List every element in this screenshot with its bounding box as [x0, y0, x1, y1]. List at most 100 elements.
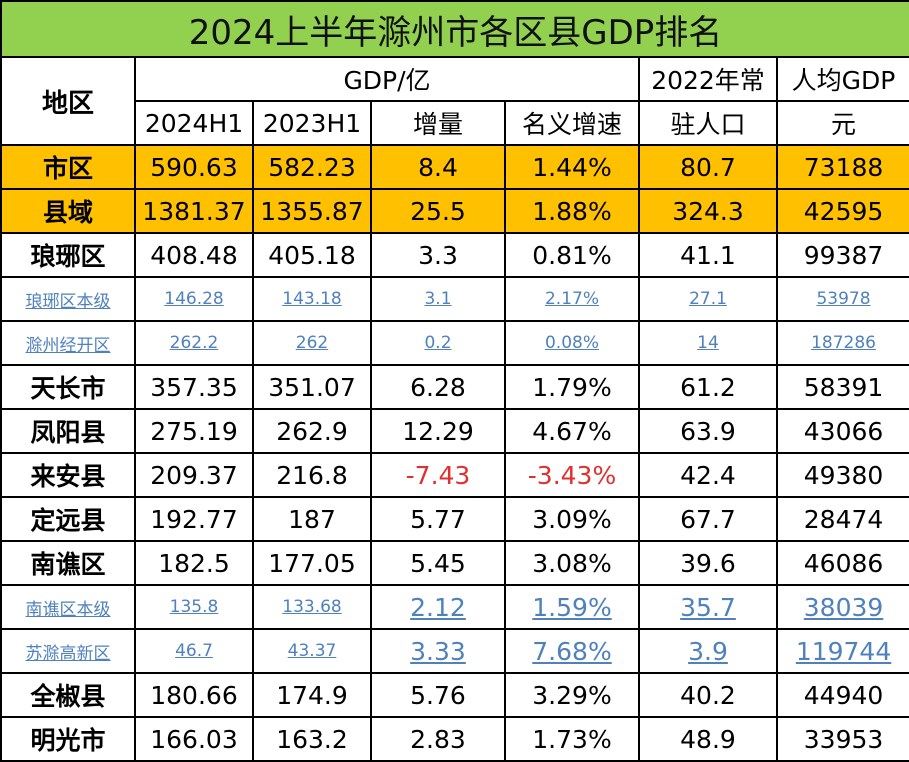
row-per-capita-link[interactable]: 187286 [775, 320, 909, 366]
row-region-link[interactable]: 苏滁高新区 [0, 628, 136, 674]
row-growth-link[interactable]: 0.08% [504, 320, 640, 366]
row-growth-link[interactable]: 7.68% [504, 628, 640, 674]
row-2023h1: 351.07 [252, 364, 372, 410]
row-region-link[interactable]: 滁州经开区 [0, 320, 136, 366]
row-2024h1-link[interactable]: 46.7 [134, 628, 254, 674]
row-2024h1: 192.77 [134, 496, 254, 542]
row-2023h1-link[interactable]: 262 [252, 320, 372, 366]
row-growth: 1.44% [504, 144, 640, 190]
row-growth-negative: -3.43% [504, 452, 640, 498]
row-2023h1-link[interactable]: 43.37 [252, 628, 372, 674]
table-row: 凤阳县 275.19 262.9 12.29 4.67% 63.9 43066 [0, 408, 909, 454]
row-2023h1: 1355.87 [252, 188, 372, 234]
row-2023h1: 582.23 [252, 144, 372, 190]
row-2024h1: 275.19 [134, 408, 254, 454]
row-2024h1: 408.48 [134, 232, 254, 278]
table-row: 来安县 209.37 216.8 -7.43 -3.43% 42.4 49380 [0, 452, 909, 498]
row-per-capita: 43066 [775, 408, 909, 454]
row-increment: 5.45 [370, 540, 506, 586]
row-per-capita: 73188 [775, 144, 909, 190]
row-2023h1: 177.05 [252, 540, 372, 586]
table-row: 市区 590.63 582.23 8.4 1.44% 80.7 73188 [0, 144, 909, 190]
header-population-line1: 2022年常 [638, 56, 778, 102]
row-region: 琅琊区 [0, 232, 136, 278]
row-2024h1-link[interactable]: 146.28 [134, 276, 254, 322]
row-region: 县域 [0, 188, 136, 234]
table-title: 2024上半年滁州市各区县GDP排名 [0, 0, 909, 58]
row-growth-link[interactable]: 1.59% [504, 584, 640, 630]
row-increment: 2.83 [370, 716, 506, 762]
row-population: 40.2 [638, 672, 778, 718]
row-increment: 3.3 [370, 232, 506, 278]
row-population-link[interactable]: 3.9 [638, 628, 778, 674]
table-row: 滁州经开区 262.2 262 0.2 0.08% 14 187286 [0, 320, 909, 366]
row-growth: 3.08% [504, 540, 640, 586]
row-per-capita-link[interactable]: 53978 [775, 276, 909, 322]
row-population: 67.7 [638, 496, 778, 542]
table-row: 县域 1381.37 1355.87 25.5 1.88% 324.3 4259… [0, 188, 909, 234]
row-growth: 3.29% [504, 672, 640, 718]
row-population: 39.6 [638, 540, 778, 586]
row-region: 来安县 [0, 452, 136, 498]
row-2024h1: 166.03 [134, 716, 254, 762]
row-population-link[interactable]: 14 [638, 320, 778, 366]
row-region: 天长市 [0, 364, 136, 410]
row-2024h1: 180.66 [134, 672, 254, 718]
row-population: 324.3 [638, 188, 778, 234]
table-row: 南谯区 182.5 177.05 5.45 3.08% 39.6 46086 [0, 540, 909, 586]
row-per-capita-link[interactable]: 119744 [775, 628, 909, 674]
row-growth: 1.73% [504, 716, 640, 762]
row-2023h1: 163.2 [252, 716, 372, 762]
row-population: 48.9 [638, 716, 778, 762]
row-per-capita: 44940 [775, 672, 909, 718]
row-region: 南谯区 [0, 540, 136, 586]
header-population-line2: 驻人口 [638, 100, 778, 146]
row-region-link[interactable]: 南谯区本级 [0, 584, 136, 630]
row-per-capita: 33953 [775, 716, 909, 762]
row-increment: 8.4 [370, 144, 506, 190]
row-growth: 1.79% [504, 364, 640, 410]
header-2024h1: 2024H1 [134, 100, 254, 146]
row-growth: 0.81% [504, 232, 640, 278]
row-2024h1-link[interactable]: 135.8 [134, 584, 254, 630]
row-region: 凤阳县 [0, 408, 136, 454]
row-2024h1: 590.63 [134, 144, 254, 190]
row-population: 61.2 [638, 364, 778, 410]
row-increment: 25.5 [370, 188, 506, 234]
row-population: 80.7 [638, 144, 778, 190]
header-region: 地区 [0, 56, 136, 146]
row-increment-link[interactable]: 0.2 [370, 320, 506, 366]
row-per-capita: 99387 [775, 232, 909, 278]
table-row: 天长市 357.35 351.07 6.28 1.79% 61.2 58391 [0, 364, 909, 410]
row-2024h1: 182.5 [134, 540, 254, 586]
row-2023h1-link[interactable]: 143.18 [252, 276, 372, 322]
row-increment-link[interactable]: 3.1 [370, 276, 506, 322]
row-2024h1-link[interactable]: 262.2 [134, 320, 254, 366]
row-population-link[interactable]: 27.1 [638, 276, 778, 322]
row-region: 市区 [0, 144, 136, 190]
row-growth: 3.09% [504, 496, 640, 542]
row-growth-link[interactable]: 2.17% [504, 276, 640, 322]
row-per-capita: 28474 [775, 496, 909, 542]
row-population: 41.1 [638, 232, 778, 278]
table-row: 南谯区本级 135.8 133.68 2.12 1.59% 35.7 38039 [0, 584, 909, 630]
row-per-capita: 42595 [775, 188, 909, 234]
row-2024h1: 209.37 [134, 452, 254, 498]
row-increment-link[interactable]: 2.12 [370, 584, 506, 630]
row-region-link[interactable]: 琅琊区本级 [0, 276, 136, 322]
row-region: 明光市 [0, 716, 136, 762]
row-population-link[interactable]: 35.7 [638, 584, 778, 630]
row-per-capita-link[interactable]: 38039 [775, 584, 909, 630]
row-increment-link[interactable]: 3.33 [370, 628, 506, 674]
row-2023h1-link[interactable]: 133.68 [252, 584, 372, 630]
row-2023h1: 216.8 [252, 452, 372, 498]
row-2023h1: 174.9 [252, 672, 372, 718]
table-row: 琅琊区本级 146.28 143.18 3.1 2.17% 27.1 53978 [0, 276, 909, 322]
row-2023h1: 262.9 [252, 408, 372, 454]
header-gdp-group: GDP/亿 [134, 56, 640, 102]
table-row: 明光市 166.03 163.2 2.83 1.73% 48.9 33953 [0, 716, 909, 762]
row-region: 全椒县 [0, 672, 136, 718]
row-increment: 5.76 [370, 672, 506, 718]
row-2024h1: 1381.37 [134, 188, 254, 234]
